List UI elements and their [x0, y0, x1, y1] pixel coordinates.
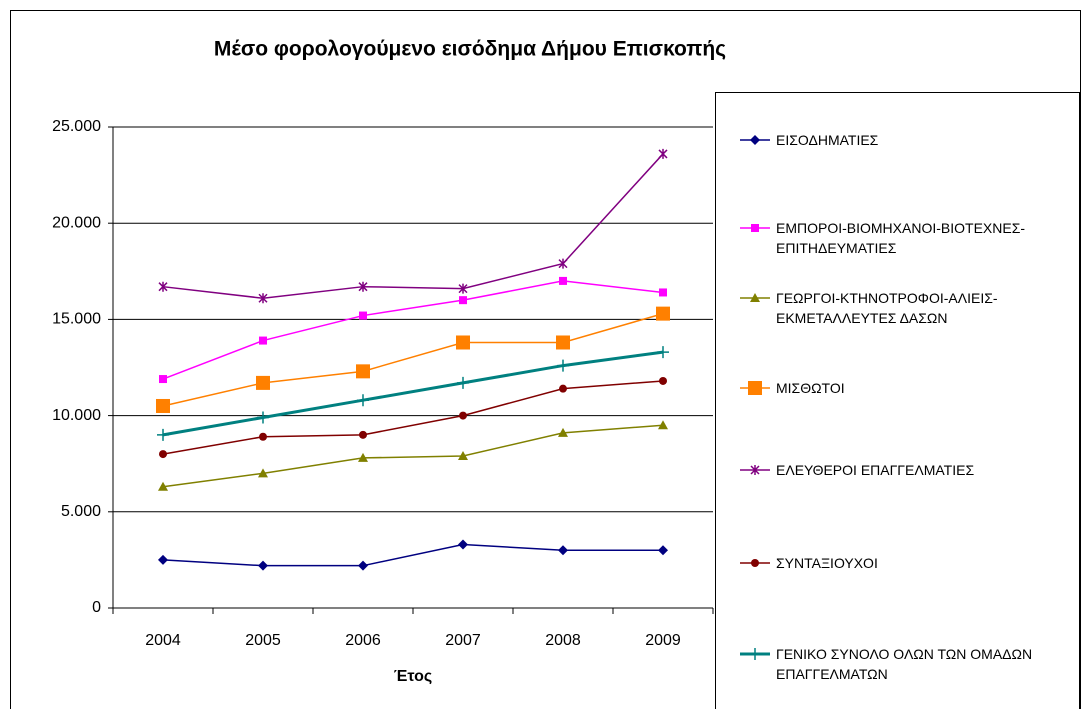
marker	[156, 398, 170, 413]
legend-label: ΓΕΝΙΚΟ ΣΥΝΟΛΟ ΟΛΩΝ ΤΩΝ ΟΜΑΔΩΝ ΕΠΑΓΓΕΛΜΑΤ…	[776, 646, 1033, 682]
legend-label: ΕΜΠΟΡΟΙ-ΒΙΟΜΗΧΑΝΟΙ-ΒΙΟΤΕΧΝΕΣ-ΕΠΙΤΗΔΕΥΜΑΤ…	[776, 220, 1026, 256]
chart-border	[10, 10, 1081, 709]
marker	[159, 375, 167, 384]
marker	[751, 559, 759, 567]
series-line	[162, 312, 664, 407]
marker	[359, 311, 367, 320]
legend-label: ΕΛΕΥΘΕΡΟΙ ΕΠΑΓΓΕΛΜΑΤΙΕΣ	[776, 462, 975, 478]
legend-border	[715, 92, 1080, 709]
marker	[559, 384, 567, 393]
marker	[556, 335, 570, 350]
x-tick-label: 2004	[145, 632, 181, 649]
series-line	[162, 543, 663, 567]
marker	[657, 346, 669, 359]
marker	[358, 281, 368, 292]
y-tick-label: 10.000	[52, 407, 101, 424]
y-tick-label: 5.000	[61, 503, 101, 520]
legend-label: ΓΕΩΡΓΟΙ-ΚΤΗΝΟΤΡΟΦΟΙ-ΑΛΙΕΙΣ-ΕΚΜΕΤΑΛΛΕΥΤΕΣ…	[776, 290, 998, 326]
marker	[357, 394, 369, 407]
marker	[659, 376, 667, 385]
marker	[158, 281, 168, 292]
marker	[158, 554, 168, 565]
legend-label: ΜΙΣΘΩΤΟΙ	[776, 380, 845, 396]
marker	[748, 381, 762, 395]
marker	[750, 135, 760, 145]
marker	[356, 364, 370, 379]
y-tick-label: 0	[92, 599, 101, 616]
marker	[559, 276, 567, 285]
x-tick-label: 2007	[445, 632, 481, 649]
marker	[258, 560, 268, 571]
marker	[258, 293, 268, 304]
marker	[458, 539, 468, 550]
x-tick-label: 2009	[645, 632, 681, 649]
marker	[459, 296, 467, 305]
x-axis-title: Έτος	[394, 668, 432, 685]
marker	[258, 468, 268, 478]
marker	[257, 411, 269, 424]
marker	[457, 376, 469, 389]
marker	[459, 411, 467, 420]
series-line	[162, 380, 664, 455]
marker	[749, 648, 761, 660]
marker	[750, 465, 760, 475]
marker	[656, 306, 670, 321]
legend-label: ΕΙΣΟΔΗΜΑΤΙΕΣ	[776, 132, 879, 148]
marker	[658, 148, 668, 159]
marker	[358, 452, 368, 462]
marker	[158, 481, 168, 491]
marker	[458, 283, 468, 294]
marker	[256, 375, 270, 390]
x-tick-label: 2005	[245, 632, 281, 649]
marker	[359, 430, 367, 439]
marker	[259, 432, 267, 441]
legend-label: ΣΥΝΤΑΞΙΟΥΧΟΙ	[776, 555, 878, 571]
y-tick-label: 20.000	[52, 214, 101, 231]
y-tick-label: 15.000	[52, 311, 101, 328]
marker	[458, 451, 468, 461]
series-line	[162, 350, 664, 437]
marker	[558, 258, 568, 269]
x-tick-label: 2006	[345, 632, 381, 649]
y-tick-label: 25.000	[52, 118, 101, 135]
series-line	[162, 280, 664, 380]
marker	[558, 427, 568, 437]
series-line	[162, 153, 664, 299]
marker	[659, 288, 667, 297]
x-tick-label: 2008	[545, 632, 581, 649]
marker	[658, 545, 668, 556]
marker	[750, 293, 760, 302]
marker	[358, 560, 368, 571]
series-line	[162, 424, 664, 488]
marker	[557, 359, 569, 372]
marker	[658, 420, 668, 430]
marker	[456, 335, 470, 350]
marker	[751, 224, 759, 232]
marker	[259, 336, 267, 345]
chart-title: Μέσο φορολογούμενο εισόδημα Δήμου Επισκο…	[214, 38, 726, 61]
marker	[157, 428, 169, 441]
marker	[558, 545, 568, 556]
marker	[159, 450, 167, 459]
